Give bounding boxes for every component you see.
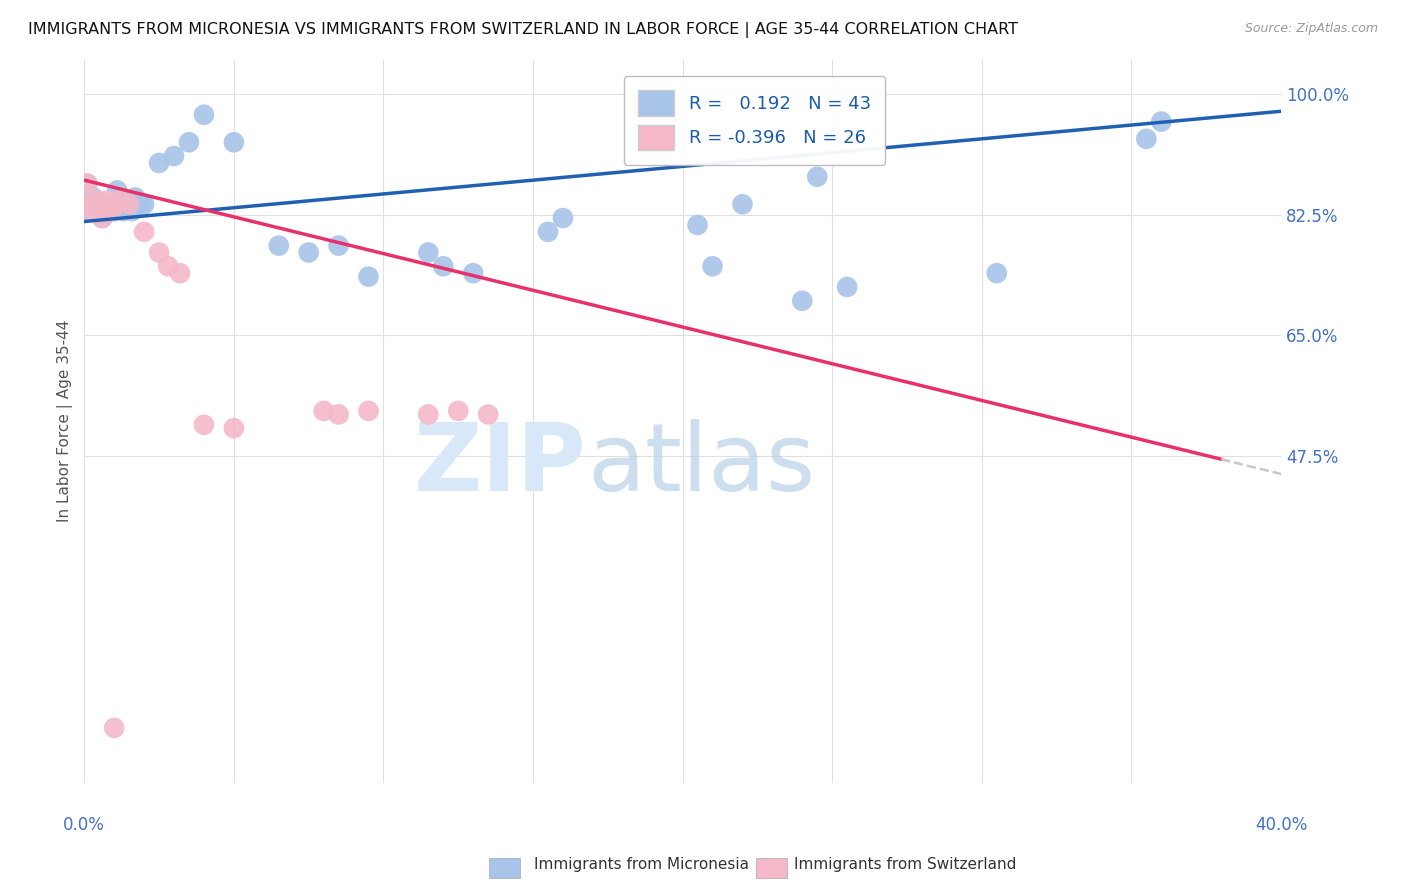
Point — [418, 408, 440, 422]
Point — [118, 197, 141, 211]
Point — [477, 408, 499, 422]
Point — [124, 190, 146, 204]
Point — [108, 194, 131, 208]
Point — [79, 204, 101, 219]
Point — [105, 184, 128, 198]
Point — [463, 266, 485, 280]
Point — [115, 194, 138, 208]
Point — [157, 260, 180, 274]
Point — [97, 204, 120, 219]
Point — [100, 204, 122, 219]
Point — [91, 211, 114, 225]
Point — [1150, 114, 1173, 128]
Point — [89, 204, 111, 219]
Text: atlas: atlas — [586, 418, 815, 511]
Text: 0.0%: 0.0% — [63, 816, 105, 834]
Point — [121, 204, 143, 219]
Point — [193, 417, 215, 432]
Point — [89, 197, 111, 211]
Text: ZIP: ZIP — [413, 418, 586, 511]
Point — [447, 404, 470, 418]
Point — [357, 269, 380, 284]
Point — [94, 197, 117, 211]
Point — [806, 169, 828, 184]
Text: IMMIGRANTS FROM MICRONESIA VS IMMIGRANTS FROM SWITZERLAND IN LABOR FORCE | AGE 3: IMMIGRANTS FROM MICRONESIA VS IMMIGRANTS… — [28, 22, 1018, 38]
Point — [163, 149, 186, 163]
Point — [134, 197, 156, 211]
Point — [91, 211, 114, 225]
Point — [97, 197, 120, 211]
Text: Immigrants from Switzerland: Immigrants from Switzerland — [794, 857, 1017, 872]
Text: Immigrants from Micronesia: Immigrants from Micronesia — [534, 857, 749, 872]
Point — [129, 197, 152, 211]
Point — [103, 197, 125, 211]
Point — [76, 177, 98, 191]
Point — [686, 218, 709, 232]
Point — [312, 404, 335, 418]
Point — [551, 211, 574, 225]
Point — [837, 280, 859, 294]
Text: Source: ZipAtlas.com: Source: ZipAtlas.com — [1244, 22, 1378, 36]
Point — [103, 721, 125, 735]
Point — [328, 238, 350, 252]
Point — [702, 260, 724, 274]
Legend: R =   0.192   N = 43, R = -0.396   N = 26: R = 0.192 N = 43, R = -0.396 N = 26 — [624, 76, 886, 165]
Point — [84, 194, 107, 208]
Point — [731, 197, 754, 211]
Point — [84, 197, 107, 211]
Point — [118, 194, 141, 208]
Point — [127, 194, 149, 208]
Point — [82, 190, 104, 204]
Point — [357, 404, 380, 418]
Point — [222, 421, 245, 435]
Point — [193, 108, 215, 122]
Point — [537, 225, 560, 239]
Point — [986, 266, 1008, 280]
Point — [103, 204, 125, 219]
Point — [267, 238, 290, 252]
Point — [134, 225, 156, 239]
Point — [148, 245, 170, 260]
Point — [177, 136, 200, 150]
Point — [79, 197, 101, 211]
Point — [148, 156, 170, 170]
Point — [108, 197, 131, 211]
Point — [94, 194, 117, 208]
Y-axis label: In Labor Force | Age 35-44: In Labor Force | Age 35-44 — [58, 320, 73, 523]
Point — [432, 260, 454, 274]
Point — [100, 197, 122, 211]
Point — [169, 266, 191, 280]
Point — [328, 408, 350, 422]
Point — [112, 204, 135, 219]
Text: 40.0%: 40.0% — [1254, 816, 1308, 834]
Point — [76, 177, 98, 191]
Point — [1135, 132, 1157, 146]
Point — [792, 293, 814, 308]
Point — [105, 194, 128, 208]
Point — [82, 204, 104, 219]
Point — [222, 136, 245, 150]
Point — [418, 245, 440, 260]
Point — [298, 245, 321, 260]
